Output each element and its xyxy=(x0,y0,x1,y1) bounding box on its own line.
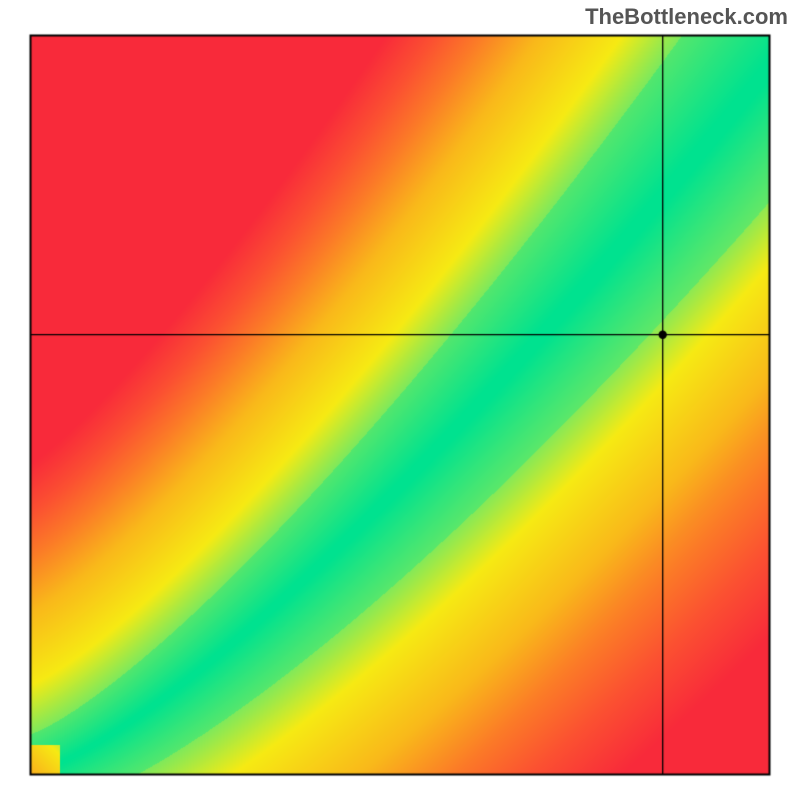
chart-container: TheBottleneck.com xyxy=(0,0,800,800)
watermark-text: TheBottleneck.com xyxy=(585,4,788,30)
bottleneck-heatmap xyxy=(0,0,800,800)
